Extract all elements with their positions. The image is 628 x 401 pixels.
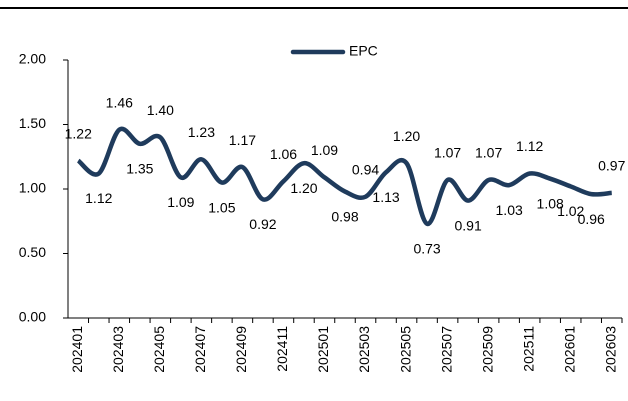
data-label: 1.23 xyxy=(188,124,215,140)
data-label: 0.73 xyxy=(413,241,440,257)
data-label: 1.12 xyxy=(85,190,112,206)
x-tick-label: 202411 xyxy=(274,326,290,372)
x-tick-label: 202407 xyxy=(192,326,208,373)
data-label: 1.03 xyxy=(496,202,523,218)
x-tick-label: 202501 xyxy=(315,326,331,373)
data-label: 1.20 xyxy=(290,180,317,196)
data-label: 1.40 xyxy=(147,102,174,118)
data-label: 0.91 xyxy=(454,217,481,233)
data-label: 1.02 xyxy=(557,203,584,219)
data-label: 1.12 xyxy=(516,138,543,154)
y-tick-label: 0.50 xyxy=(19,244,46,260)
legend-label: EPC xyxy=(349,43,378,59)
data-label: 1.09 xyxy=(167,194,194,210)
x-tick-label: 202409 xyxy=(233,326,249,373)
data-label: 1.06 xyxy=(270,146,297,162)
x-tick-label: 202603 xyxy=(602,326,618,373)
x-tick-label: 202405 xyxy=(151,326,167,373)
data-label: 0.94 xyxy=(352,161,379,177)
x-tick-label: 202601 xyxy=(561,326,577,373)
y-tick-label: 1.50 xyxy=(19,115,46,131)
y-tick-label: 1.00 xyxy=(19,180,46,196)
data-label: 0.92 xyxy=(249,216,276,232)
data-label: 1.22 xyxy=(65,125,92,141)
data-label: 1.17 xyxy=(229,132,256,148)
x-tick-label: 202505 xyxy=(397,326,413,373)
data-label: 1.05 xyxy=(208,199,235,215)
y-tick-label: 0.00 xyxy=(19,309,46,325)
data-label: 1.07 xyxy=(475,145,502,161)
x-tick-label: 202403 xyxy=(110,326,126,373)
x-tick-label: 202511 xyxy=(520,326,536,372)
x-tick-label: 202401 xyxy=(69,326,85,373)
data-label: 1.46 xyxy=(106,94,133,110)
data-label: 1.20 xyxy=(393,128,420,144)
line xyxy=(76,126,612,227)
data-label: 0.97 xyxy=(598,158,625,174)
data-label: 1.09 xyxy=(311,142,338,158)
data-label: 0.96 xyxy=(578,211,605,227)
x-tick-label: 202509 xyxy=(479,326,495,373)
x-tick-label: 202503 xyxy=(356,326,372,373)
data-label: 1.13 xyxy=(372,189,399,205)
y-tick-label: 2.00 xyxy=(19,51,46,67)
data-label: 1.35 xyxy=(126,161,153,177)
data-label: 1.08 xyxy=(537,195,564,211)
data-label: 1.07 xyxy=(434,145,461,161)
data-label: 0.98 xyxy=(331,208,358,224)
x-tick-label: 202507 xyxy=(438,326,454,373)
